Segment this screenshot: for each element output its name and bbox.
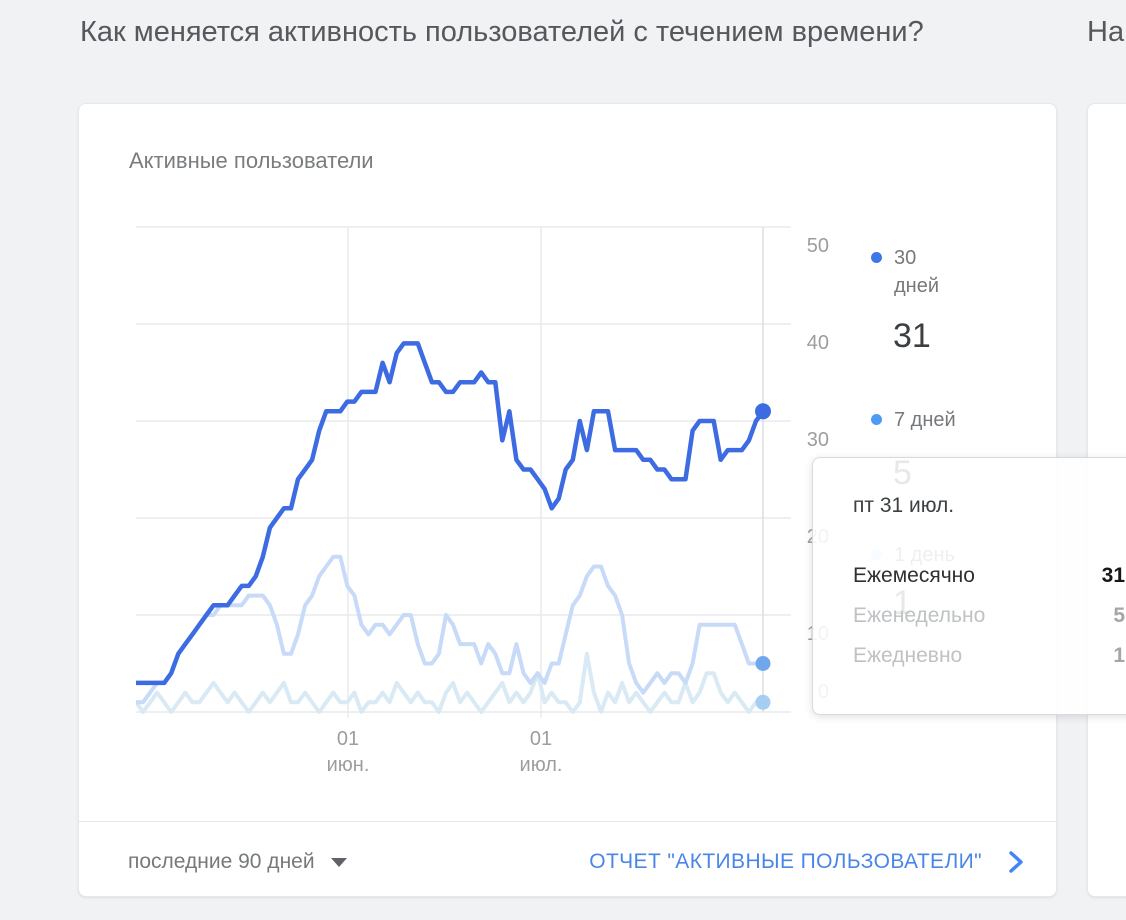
tooltip-row-monthly: Ежемесячно 31 — [853, 564, 1125, 587]
legend-label: 30 дней — [894, 247, 940, 297]
v-gridlines — [347, 227, 542, 718]
line-weekly — [136, 554, 765, 705]
x-axis-label: 01 июн. — [326, 728, 370, 776]
x-axis-label: 01 июл. — [519, 728, 563, 776]
end-dot-daily — [755, 694, 771, 710]
end-dot-weekly — [755, 656, 771, 671]
legend-dot-7-days-icon — [871, 414, 882, 425]
date-range-selector[interactable]: последние 90 дней — [128, 844, 347, 880]
page-title: Как меняется активность пользователей с … — [80, 16, 924, 48]
chevron-right-icon — [1009, 851, 1023, 873]
legend-label: 7 дней — [894, 409, 956, 431]
chart-title: Активные пользователи — [129, 148, 374, 173]
footer-divider — [79, 821, 1056, 822]
y-axis-label: 30 — [806, 429, 829, 451]
legend-dot-30-days-icon — [871, 252, 882, 263]
tooltip-row-weekly: Еженедельно 5 — [853, 604, 1125, 627]
legend-item-7-days[interactable]: 7 дней — [871, 406, 964, 434]
legend-value-30-days: 31 — [893, 317, 931, 355]
dropdown-arrow-icon — [330, 857, 347, 867]
active-users-report-link[interactable]: ОТЧЕТ "АКТИВНЫЕ ПОЛЬЗОВАТЕЛИ" — [589, 844, 1024, 880]
adjacent-page-title-partial: На — [1087, 16, 1125, 48]
tooltip-row-daily: Ежедневно 1 — [853, 644, 1125, 667]
chart-plot[interactable] — [136, 225, 796, 721]
tooltip-date: пт 31 июл. — [853, 494, 955, 517]
tooltip-rows: Ежемесячно 31 Еженедельно 5 Ежедневно 1 — [853, 556, 1125, 676]
line-monthly — [136, 341, 766, 686]
y-axis-label: 50 — [806, 235, 829, 257]
chart-tooltip: пт 31 июл. Ежемесячно 31 Еженедельно 5 Е… — [812, 457, 1126, 715]
h-gridlines — [136, 226, 791, 713]
end-dot-monthly — [755, 403, 771, 420]
line-daily — [136, 651, 765, 714]
legend-item-30-days[interactable]: 30 дней — [871, 244, 964, 300]
report-link-label: ОТЧЕТ "АКТИВНЫЕ ПОЛЬЗОВАТЕЛИ" — [589, 850, 982, 873]
date-range-label: последние 90 дней — [128, 850, 315, 873]
y-axis-label: 40 — [806, 332, 829, 354]
